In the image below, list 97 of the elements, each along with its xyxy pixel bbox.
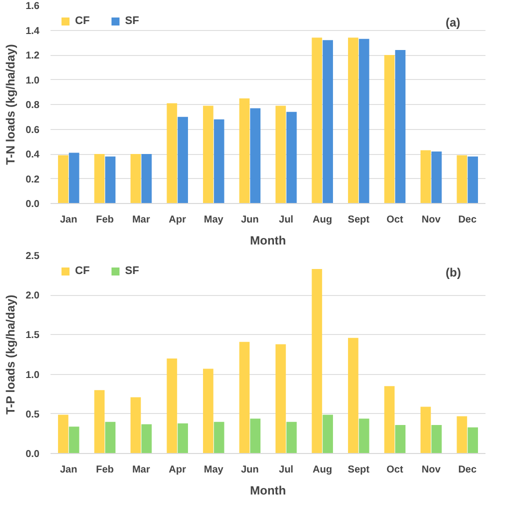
- x-tick-label: Aug: [312, 464, 332, 476]
- x-tick-label: Sept: [348, 464, 370, 476]
- bar: [420, 406, 431, 454]
- bar: [395, 424, 406, 454]
- x-tick-label: Jul: [278, 214, 294, 226]
- y-axis-title: T-P loads (kg/ha/day): [4, 294, 18, 415]
- bar: [384, 386, 395, 454]
- y-tick-label: 2.5: [26, 251, 40, 262]
- bar: [214, 422, 224, 454]
- y-tick-label: 1.0: [26, 370, 40, 381]
- y-tick-label: 0.0: [26, 199, 40, 210]
- bar: [68, 152, 80, 204]
- bar: [130, 154, 141, 204]
- x-tick-label: Nov: [422, 214, 442, 226]
- bar: [276, 344, 286, 454]
- bar: [239, 342, 250, 454]
- bar: [203, 106, 214, 204]
- x-tick-label: Dec: [458, 214, 477, 226]
- bar: [130, 397, 141, 454]
- bar: [468, 427, 478, 454]
- bar: [431, 152, 442, 204]
- x-tick-label: Jun: [240, 464, 259, 476]
- bar: [276, 106, 286, 204]
- y-tick-label: 1.5: [26, 330, 40, 342]
- bar: [420, 150, 431, 204]
- y-tick-label: 1.2: [26, 50, 40, 62]
- bar: [105, 422, 116, 454]
- x-tick-label: Jul: [278, 464, 294, 476]
- x-tick-label: Apr: [168, 464, 186, 476]
- bar: [286, 422, 297, 454]
- x-tick-label: Jan: [60, 214, 78, 226]
- bar: [322, 40, 333, 204]
- x-tick-label: Mar: [132, 214, 150, 226]
- bar: [286, 112, 297, 204]
- x-tick-label: Oct: [386, 464, 404, 476]
- legend-label: SF: [125, 265, 140, 277]
- x-tick-label: Feb: [96, 214, 114, 226]
- bar: [203, 368, 214, 454]
- legend-label: CF: [75, 15, 91, 27]
- bar: [312, 38, 322, 204]
- legend-label: CF: [75, 265, 91, 277]
- annotation: (a): [446, 15, 460, 30]
- bar: [166, 358, 178, 454]
- x-tick-label: Apr: [168, 214, 186, 226]
- bar: [178, 116, 188, 204]
- y-tick-label: 0.0: [26, 449, 40, 460]
- x-tick-label: Jun: [240, 214, 259, 226]
- bar: [58, 155, 68, 204]
- y-tick-label: 0.5: [26, 409, 40, 420]
- bar: [384, 55, 395, 204]
- x-tick-label: Jan: [60, 464, 78, 476]
- bar: [141, 424, 152, 454]
- x-axis-title: Month: [250, 234, 286, 248]
- bar: [250, 108, 260, 204]
- x-axis-title: Month: [250, 484, 286, 498]
- legend-label: SF: [125, 15, 140, 27]
- y-tick-label: 0.2: [26, 174, 40, 186]
- x-tick-label: May: [204, 214, 224, 226]
- bar: [250, 418, 260, 454]
- y-tick-label: 2.0: [26, 290, 40, 302]
- bar: [312, 268, 322, 454]
- bar: [468, 156, 478, 204]
- bar: [105, 156, 116, 204]
- bar: [94, 390, 105, 454]
- bar: [68, 426, 80, 454]
- x-tick-label: Feb: [96, 464, 114, 476]
- y-tick-label: 1.4: [26, 26, 40, 37]
- bar: [239, 98, 250, 204]
- x-tick-label: Nov: [422, 464, 442, 476]
- bar: [214, 119, 224, 204]
- bar: [456, 155, 468, 204]
- bar: [358, 38, 370, 204]
- x-tick-label: May: [204, 464, 224, 476]
- bar: [94, 154, 105, 204]
- annotation: (b): [446, 265, 461, 280]
- bar: [456, 416, 468, 454]
- x-tick-label: Dec: [458, 464, 477, 476]
- y-tick-label: 0.6: [26, 124, 40, 136]
- x-tick-label: Mar: [132, 464, 150, 476]
- bar: [58, 414, 68, 454]
- y-tick-label: 0.4: [26, 150, 40, 160]
- bar: [431, 424, 442, 454]
- y-tick-label: 1.6: [26, 1, 40, 12]
- bar: [322, 414, 333, 454]
- bar: [348, 38, 358, 204]
- x-tick-label: Oct: [386, 214, 404, 226]
- bar: [166, 103, 178, 204]
- y-tick-label: 0.8: [26, 100, 40, 111]
- bar: [358, 418, 370, 454]
- bar: [348, 338, 358, 454]
- y-tick-label: 1.0: [26, 75, 40, 86]
- x-tick-label: Aug: [312, 214, 332, 226]
- bar: [178, 423, 188, 454]
- bar: [395, 50, 406, 204]
- y-axis-title: T-N loads (kg/ha/day): [4, 44, 18, 165]
- bar: [141, 154, 152, 204]
- x-tick-label: Sept: [348, 214, 370, 226]
